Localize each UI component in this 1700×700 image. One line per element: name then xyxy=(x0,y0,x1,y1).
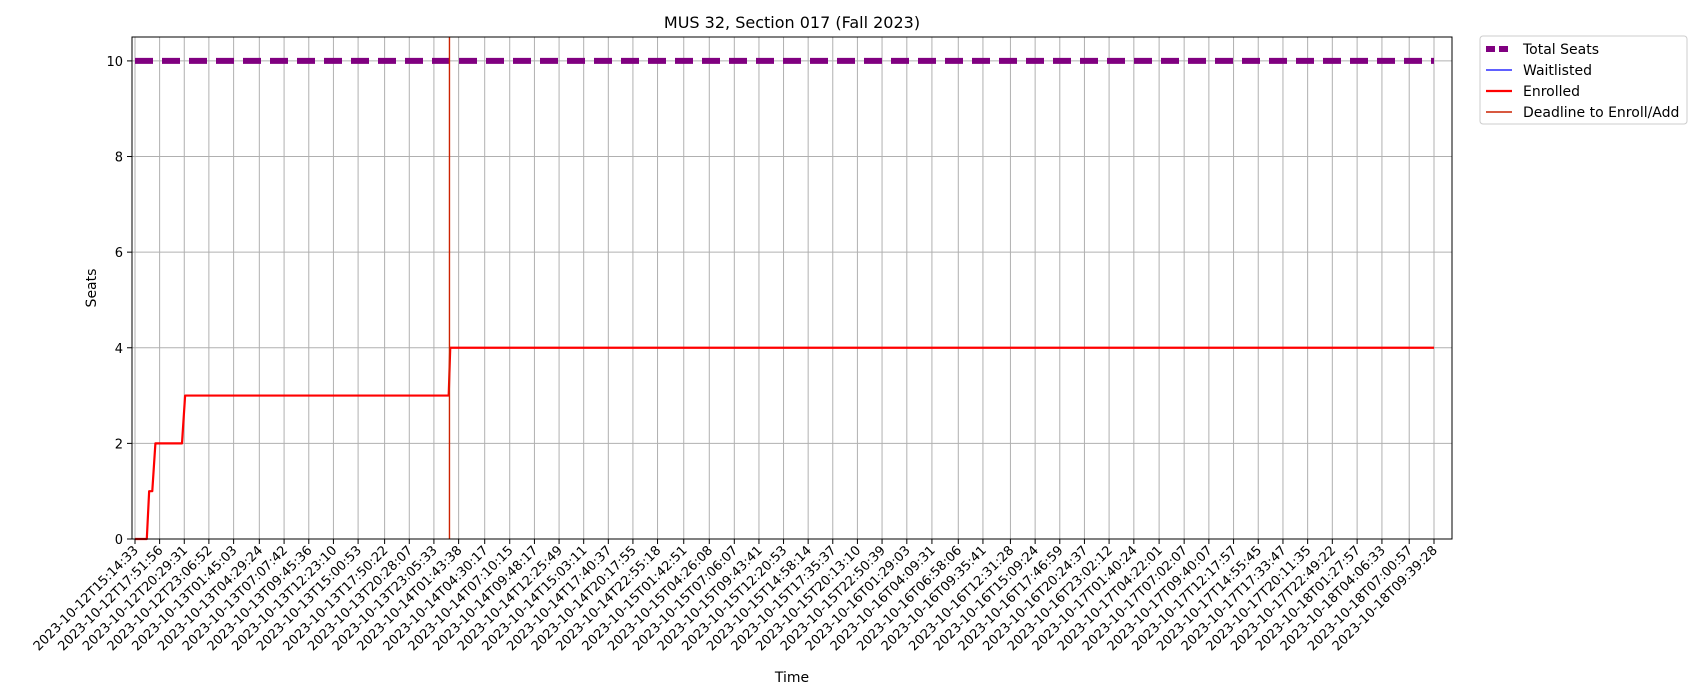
y-axis-label: Seats xyxy=(84,269,100,308)
y-tick-label: 2 xyxy=(115,437,123,452)
x-axis-label: Time xyxy=(774,670,809,686)
legend-label: Waitlisted xyxy=(1523,63,1592,79)
y-tick-label: 0 xyxy=(115,533,123,548)
y-tick-label: 6 xyxy=(115,246,123,261)
legend-box xyxy=(1479,35,1688,125)
x-axis-ticks: 2023-10-12T15:14:332023-10-12T17:51:5620… xyxy=(31,539,1441,654)
y-tick-label: 10 xyxy=(106,55,123,70)
y-axis-ticks: 0 2 4 6 8 10 xyxy=(106,55,132,548)
chart-title: MUS 32, Section 017 (Fall 2023) xyxy=(664,13,920,32)
y-tick-label: 4 xyxy=(115,342,123,357)
plot-frame xyxy=(131,36,1453,540)
legend-label: Deadline to Enroll/Add xyxy=(1523,105,1679,121)
legend: Total Seats Waitlisted Enrolled Deadline to… xyxy=(1479,35,1688,125)
legend-label: Total Seats xyxy=(1522,42,1599,58)
grid-lines xyxy=(132,37,1452,540)
series-lines xyxy=(135,37,1434,541)
legend-label: Enrolled xyxy=(1523,84,1580,100)
y-tick-label: 8 xyxy=(115,151,123,166)
